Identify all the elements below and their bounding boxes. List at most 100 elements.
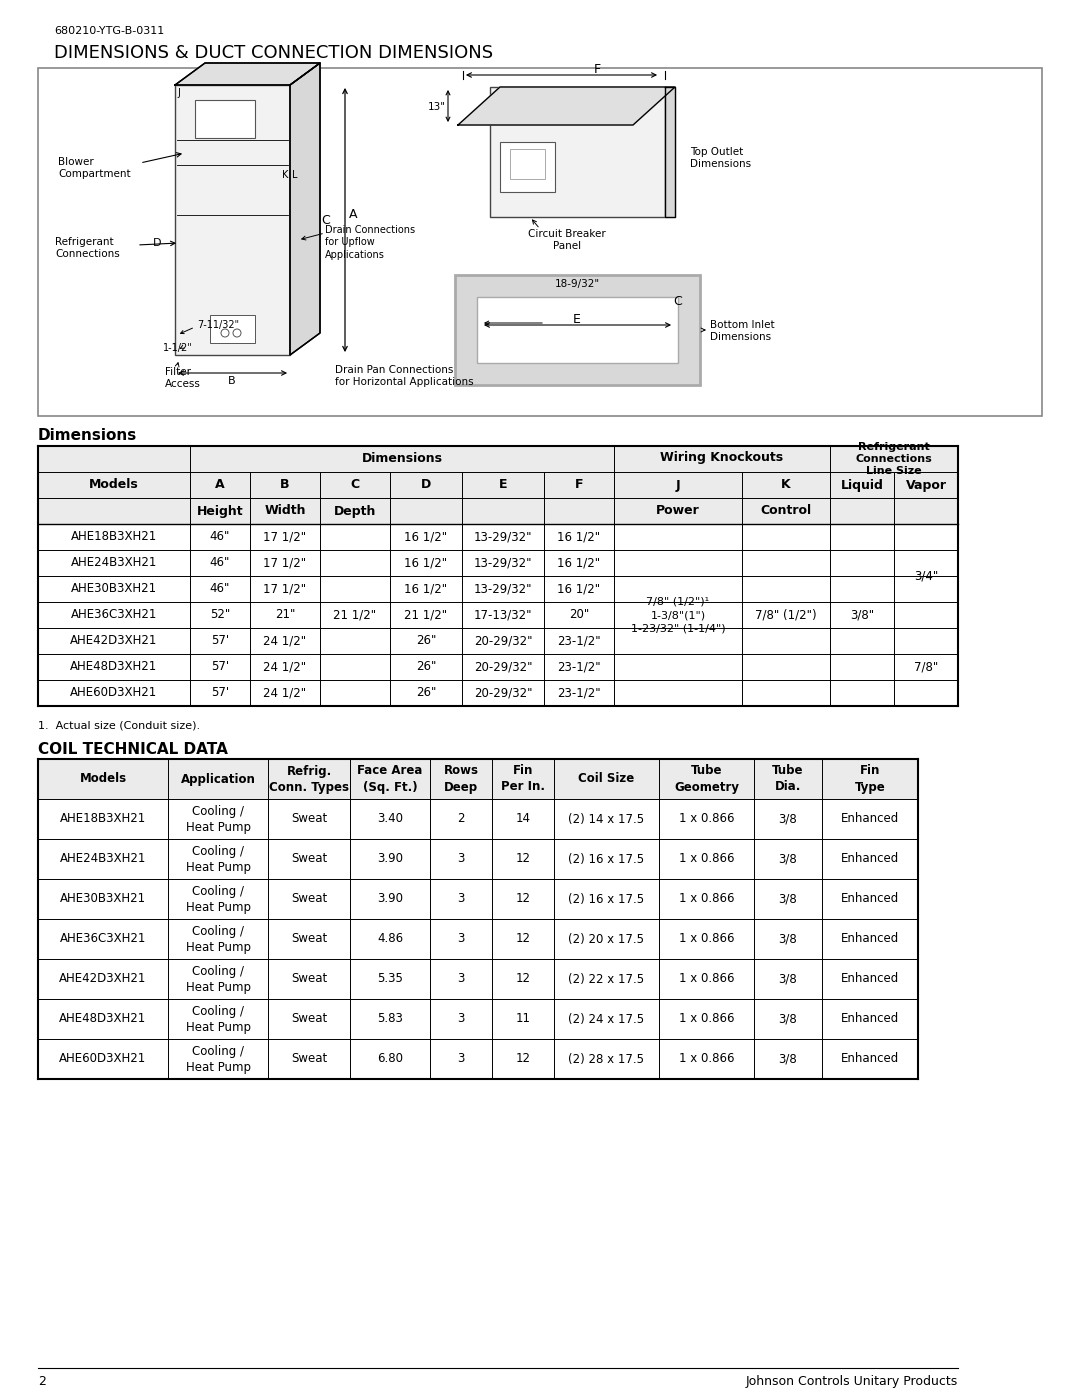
Text: J: J [676,479,680,492]
Text: 17 1/2": 17 1/2" [264,583,307,595]
Text: (2) 24 x 17.5: (2) 24 x 17.5 [568,1013,645,1025]
Text: Refrig.
Conn. Types: Refrig. Conn. Types [269,764,349,793]
Text: AHE42D3XH21: AHE42D3XH21 [59,972,147,985]
Text: 3: 3 [457,1052,464,1066]
Text: 1.  Actual size (Conduit size).: 1. Actual size (Conduit size). [38,719,200,731]
Text: 13-29/32": 13-29/32" [474,531,532,543]
Text: 18-9/32": 18-9/32" [554,279,599,289]
Text: Depth: Depth [334,504,376,517]
Text: Rows
Deep: Rows Deep [444,764,478,793]
Text: J: J [177,88,180,98]
Text: Enhanced: Enhanced [841,1013,900,1025]
Text: 3/8: 3/8 [779,813,797,826]
Bar [38,497,958,524]
Text: 3/8: 3/8 [779,933,797,946]
Text: Control: Control [760,504,811,517]
Text: E: E [499,479,508,492]
Text: Enhanced: Enhanced [841,933,900,946]
Text: 2: 2 [38,1375,45,1389]
Text: 14: 14 [515,813,530,826]
Text: 3: 3 [457,933,464,946]
Text: 20-29/32": 20-29/32" [474,686,532,700]
Text: AHE36C3XH21: AHE36C3XH21 [59,933,146,946]
Text: Sweat: Sweat [291,1052,327,1066]
Text: AHE24B3XH21: AHE24B3XH21 [59,852,146,866]
Text: Sweat: Sweat [291,972,327,985]
Text: F: F [593,63,600,75]
Text: L: L [292,170,297,180]
Text: AHE36C3XH21: AHE36C3XH21 [71,609,158,622]
Text: 46": 46" [210,583,230,595]
Text: 7/8" (1/2")¹
1-3/8"(1")
1-23/32" (1-1/4"): 7/8" (1/2")¹ 1-3/8"(1") 1-23/32" (1-1/4"… [631,597,726,633]
Text: 3: 3 [457,852,464,866]
Text: Refrigerant
Connections
Line Size: Refrigerant Connections Line Size [855,443,932,475]
Text: Cooling /
Heat Pump: Cooling / Heat Pump [186,845,251,873]
Text: 16 1/2": 16 1/2" [557,556,600,570]
Text: 57': 57' [211,661,229,673]
Text: 6.80: 6.80 [377,1052,403,1066]
Bar [500,142,555,191]
Text: 3/8: 3/8 [779,1052,797,1066]
Text: 17 1/2": 17 1/2" [264,531,307,543]
Circle shape [221,330,229,337]
Text: Models: Models [80,773,126,785]
Text: (2) 16 x 17.5: (2) 16 x 17.5 [568,893,645,905]
Text: AHE18B3XH21: AHE18B3XH21 [59,813,146,826]
Text: Wiring Knockouts: Wiring Knockouts [661,451,784,464]
Bar [38,759,918,799]
Text: A: A [349,208,357,222]
Text: 1 x 0.866: 1 x 0.866 [678,1052,734,1066]
Text: 21 1/2": 21 1/2" [334,609,377,622]
Text: 12: 12 [515,893,530,905]
Text: Height: Height [197,504,243,517]
Text: 7/8" (1/2"): 7/8" (1/2") [755,609,816,622]
Text: 3/4": 3/4" [914,570,939,583]
Text: Blower
Compartment: Blower Compartment [58,156,131,179]
Text: 13": 13" [428,102,446,112]
Text: D: D [421,479,431,492]
Text: Tube
Dia.: Tube Dia. [772,764,804,793]
Bar [455,275,700,386]
Text: Circuit Breaker
Panel: Circuit Breaker Panel [528,229,606,250]
Text: AHE18B3XH21: AHE18B3XH21 [71,531,157,543]
Text: Johnson Controls Unitary Products: Johnson Controls Unitary Products [746,1375,958,1389]
Text: Dimensions: Dimensions [362,451,443,464]
Text: Sweat: Sweat [291,933,327,946]
Text: 11: 11 [515,1013,530,1025]
Polygon shape [291,63,320,355]
Text: 3.40: 3.40 [377,813,403,826]
Text: 3.90: 3.90 [377,893,403,905]
Text: 57': 57' [211,686,229,700]
Text: 3/8: 3/8 [779,972,797,985]
Text: (2) 22 x 17.5: (2) 22 x 17.5 [568,972,645,985]
Text: Cooling /
Heat Pump: Cooling / Heat Pump [186,805,251,834]
Text: C: C [350,479,360,492]
Text: 16 1/2": 16 1/2" [557,583,600,595]
Text: Refrigerant
Connections: Refrigerant Connections [55,237,120,258]
Text: Bottom Inlet
Dimensions: Bottom Inlet Dimensions [710,320,774,342]
Text: 3/8": 3/8" [850,609,874,622]
Text: 21": 21" [274,609,295,622]
Text: Sweat: Sweat [291,893,327,905]
Text: Filter
Access: Filter Access [165,367,201,388]
Circle shape [233,330,241,337]
Text: Fin
Per In.: Fin Per In. [501,764,545,793]
Text: 7-11/32": 7-11/32" [197,320,239,330]
Text: 13-29/32": 13-29/32" [474,556,532,570]
Text: 24 1/2": 24 1/2" [264,661,307,673]
Text: 23-1/2": 23-1/2" [557,661,600,673]
Text: AHE30B3XH21: AHE30B3XH21 [59,893,146,905]
Text: 680210-YTG-B-0311: 680210-YTG-B-0311 [54,27,164,36]
Text: 3: 3 [457,972,464,985]
Text: B: B [228,376,235,386]
Text: AHE48D3XH21: AHE48D3XH21 [59,1013,147,1025]
Text: 46": 46" [210,556,230,570]
Text: C: C [673,295,681,307]
Bar [38,472,958,497]
Text: Drain Connections
for Upflow
Applications: Drain Connections for Upflow Application… [325,225,415,260]
Text: 3/8: 3/8 [779,1013,797,1025]
Text: AHE42D3XH21: AHE42D3XH21 [70,634,158,647]
Text: 24 1/2": 24 1/2" [264,634,307,647]
Text: Cooling /
Heat Pump: Cooling / Heat Pump [186,884,251,914]
Text: 23-1/2": 23-1/2" [557,634,600,647]
